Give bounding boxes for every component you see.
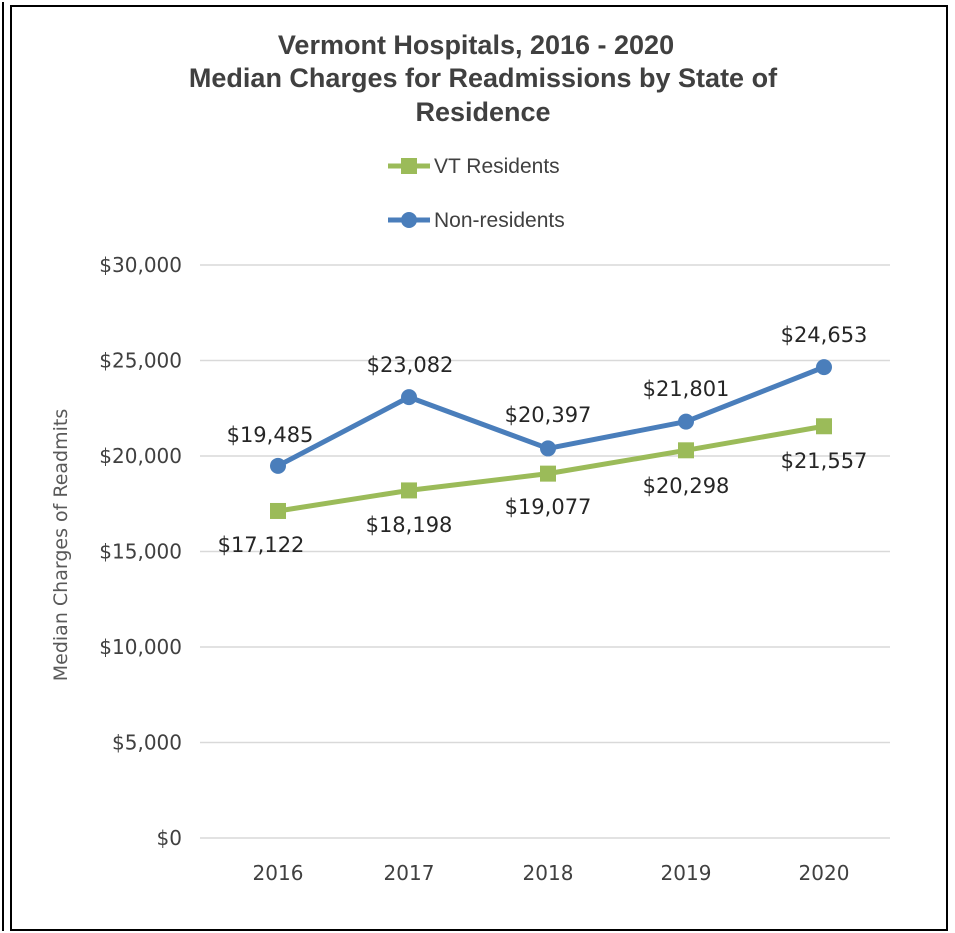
data-point [678, 413, 694, 430]
data-label: $19,077 [505, 495, 592, 519]
x-axis-ticks: 2016 2017 2018 2019 2020 [253, 861, 850, 885]
data-point [540, 465, 556, 482]
data-label: $17,122 [218, 533, 305, 557]
data-label: $23,082 [367, 353, 454, 377]
y-tick-label: $10,000 [99, 635, 182, 659]
y-tick-label: $20,000 [99, 444, 182, 468]
x-tick-label: 2019 [661, 861, 712, 885]
y-tick-label: $5,000 [112, 731, 182, 755]
data-point [270, 502, 286, 519]
x-tick-label: 2016 [253, 861, 304, 885]
data-label: $24,653 [781, 323, 868, 347]
title-line-2: Median Charges for Readmissions by State… [189, 63, 778, 93]
chart-title: Vermont Hospitals, 2016 - 2020 Median Ch… [189, 30, 778, 127]
y-axis-label: Median Charges of Readmits [50, 409, 72, 682]
data-label: $21,801 [643, 377, 730, 401]
title-line-3: Residence [415, 97, 550, 127]
data-label: $20,298 [643, 474, 730, 498]
data-point [401, 389, 417, 406]
data-label: $20,397 [505, 403, 592, 427]
data-point [816, 359, 832, 376]
data-label: $18,198 [366, 513, 453, 537]
y-tick-label: $15,000 [99, 540, 182, 564]
data-label: $19,485 [227, 423, 314, 447]
series-group [270, 359, 832, 519]
data-point [816, 418, 832, 435]
x-tick-label: 2017 [384, 861, 435, 885]
data-labels: $17,122 $18,198 $19,077 $20,298 $21,557 $19,4… [218, 323, 868, 557]
gridlines [200, 264, 890, 839]
y-tick-label: $0 [157, 826, 182, 850]
chart-container [10, 5, 948, 931]
data-point [678, 442, 694, 459]
data-point [540, 440, 556, 457]
data-point [401, 482, 417, 499]
legend-label: VT Residents [434, 155, 560, 178]
x-tick-label: 2020 [799, 861, 850, 885]
legend: VT Residents Non-residents [388, 155, 565, 232]
data-label: $21,557 [781, 449, 868, 473]
data-point [270, 457, 286, 474]
x-tick-label: 2018 [523, 861, 574, 885]
y-tick-label: $25,000 [99, 349, 182, 373]
y-tick-label: $30,000 [99, 253, 182, 277]
legend-marker [401, 212, 417, 228]
title-line-1: Vermont Hospitals, 2016 - 2020 [278, 30, 674, 60]
legend-label: Non-residents [434, 209, 565, 232]
legend-marker [401, 158, 417, 174]
y-axis-ticks: $0 $5,000 $10,000 $15,000 $20,000 $25,000 $30,… [99, 253, 182, 850]
